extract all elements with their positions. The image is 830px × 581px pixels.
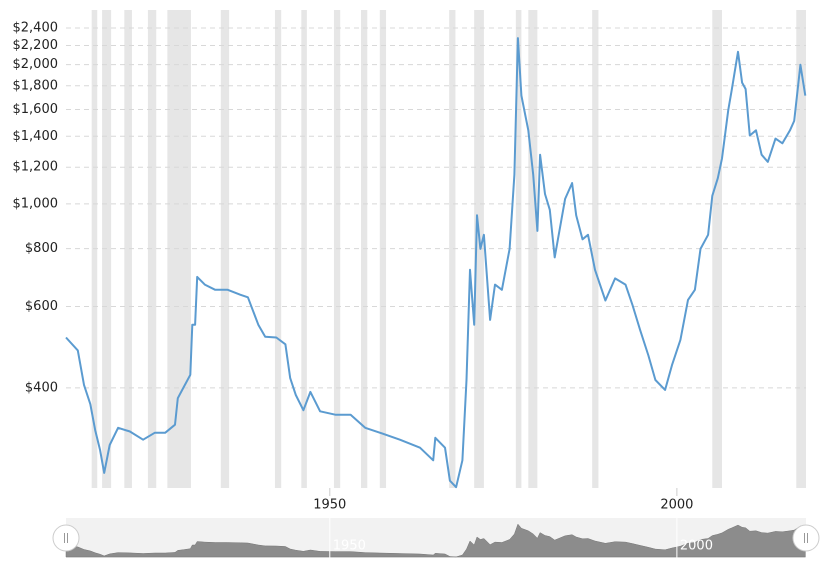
recession-band (220, 10, 230, 488)
y-tick-label: $1,400 (13, 129, 59, 144)
x-tick-label: 1950 (313, 498, 346, 513)
recession-band (147, 10, 157, 488)
navigator-handle[interactable] (52, 524, 80, 552)
recession-band (274, 10, 282, 488)
recession-band (528, 10, 538, 488)
y-tick-label: $800 (25, 241, 58, 256)
recession-band (592, 10, 599, 488)
recession-band (474, 10, 484, 488)
recession-band (796, 10, 806, 488)
y-tick-label: $2,400 (13, 20, 59, 35)
navigator-handle[interactable] (792, 524, 820, 552)
y-tick-label: $1,000 (13, 196, 59, 211)
recession-band (167, 10, 191, 488)
series-line (65, 37, 807, 489)
y-tick-label: $1,600 (13, 102, 59, 117)
y-tick-label: $2,000 (13, 57, 59, 72)
y-tick-label: $600 (25, 299, 58, 314)
navigator-series (65, 523, 806, 558)
y-tick-label: $2,200 (13, 38, 59, 53)
navigator-label: 1950 (333, 539, 366, 554)
recession-band (124, 10, 132, 488)
y-tick-label: $400 (25, 380, 58, 395)
y-tick-label: $1,200 (13, 160, 59, 175)
navigator-label: 2000 (680, 539, 713, 554)
x-tick-label: 2000 (660, 498, 693, 513)
recession-band (449, 10, 456, 488)
y-tick-label: $1,800 (13, 78, 59, 93)
